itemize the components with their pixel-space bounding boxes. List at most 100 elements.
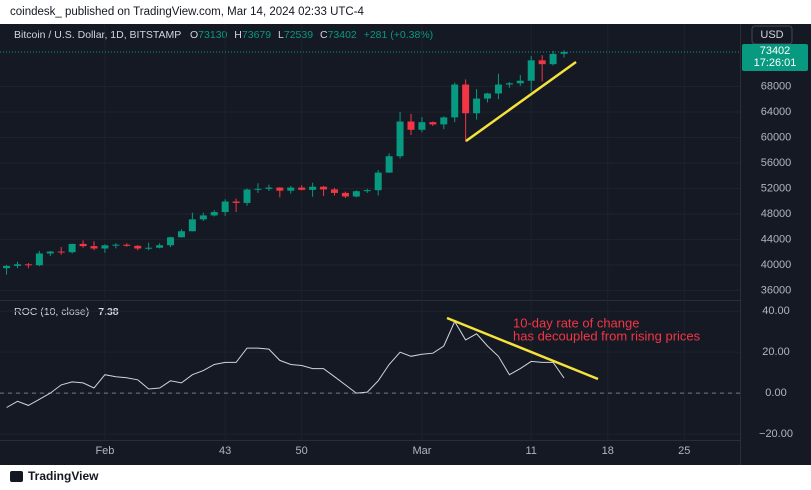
- y-tick-label: 56000: [761, 157, 792, 169]
- candle-body: [516, 80, 524, 84]
- x-tick-label: 43: [219, 445, 231, 457]
- close-value: 73402: [328, 29, 357, 41]
- candle-body: [112, 244, 120, 246]
- candle-body: [188, 219, 196, 232]
- candle-body: [221, 201, 229, 213]
- y-tick-label: 44000: [761, 233, 792, 245]
- logo-icon: [10, 471, 23, 482]
- candle-body: [24, 264, 32, 266]
- x-tick-label: 11: [526, 445, 537, 457]
- roc-title: ROC (10, close): [14, 306, 89, 318]
- candle-body: [101, 245, 109, 249]
- candle-body: [123, 244, 131, 246]
- y-tick-label: 68000: [761, 80, 792, 92]
- candle-body: [396, 121, 404, 157]
- last-price-label: 73402: [760, 45, 791, 57]
- candle-body: [232, 201, 240, 203]
- change: +281 (+0.38%): [364, 29, 433, 41]
- x-tick-label: Mar: [412, 445, 431, 457]
- y-tick-label: 40000: [761, 259, 792, 271]
- candle-body: [352, 191, 360, 197]
- y-tick-label: −20.00: [759, 428, 793, 440]
- candle-body: [177, 231, 185, 238]
- candle-body: [210, 212, 218, 216]
- candle-body: [35, 253, 43, 266]
- candle-body: [156, 245, 164, 248]
- candle-body: [451, 84, 459, 118]
- candle-body: [68, 243, 76, 253]
- roc-value: 7.38: [98, 306, 119, 318]
- candle-body: [243, 189, 251, 203]
- candle-body: [549, 53, 557, 65]
- candle-body: [265, 187, 273, 189]
- y-tick-label: 48000: [761, 208, 792, 220]
- chart-area: [0, 24, 811, 465]
- y-tick-label: 52000: [761, 182, 792, 194]
- candle-body: [560, 52, 568, 54]
- last-price-badge: [742, 44, 808, 72]
- y-tick-label: 36000: [761, 284, 792, 296]
- annotation: 10-day rate of change: [513, 315, 639, 330]
- currency-button[interactable]: [751, 25, 793, 45]
- x-tick-label: 25: [678, 445, 690, 457]
- candle-body: [46, 251, 54, 254]
- ohlc-letter: O: [190, 29, 198, 41]
- high-value: 73679: [242, 29, 271, 41]
- ohlc-letter: H: [234, 29, 242, 41]
- candle-body: [287, 187, 295, 191]
- x-tick-label: 50: [296, 445, 308, 457]
- candle-body: [276, 187, 284, 191]
- candle-body: [320, 186, 328, 190]
- candle-body: [429, 122, 437, 125]
- ohlc-letter: C: [320, 29, 328, 41]
- price-trendline: [465, 60, 577, 143]
- candle-body: [538, 60, 546, 65]
- candle-body: [199, 215, 207, 220]
- symbol-title: Bitcoin / U.S. Dollar, 1D, BITSTAMP: [14, 29, 181, 41]
- candle-body: [254, 188, 262, 190]
- candle-body: [440, 117, 448, 125]
- plot: 40.00 20.00 0.00 −20.00 Feb 43 50 Mar 11 18 25 3600…: [0, 24, 793, 457]
- candle-body: [462, 84, 470, 114]
- candle-body: [167, 237, 175, 246]
- candle-body: [298, 187, 306, 190]
- roc-trendline: [446, 316, 599, 381]
- candle-body: [330, 189, 338, 193]
- roc-line: [6, 320, 565, 408]
- footer: TradingView: [28, 469, 99, 483]
- legend: Bitcoin / U.S. Dollar, 1D, BITSTAMP O731…: [14, 29, 433, 41]
- y-tick-label: 20.00: [762, 346, 790, 358]
- ohlc-letter: L: [278, 29, 284, 41]
- x-tick-label: Feb: [95, 445, 114, 457]
- candle-body: [90, 246, 98, 249]
- currency[interactable]: USD: [760, 29, 783, 41]
- candle-body: [145, 247, 153, 249]
- y-tick-label: 64000: [761, 106, 792, 118]
- candle-body: [418, 122, 426, 130]
- candle-body: [484, 93, 492, 99]
- x-tick-label: 18: [602, 445, 614, 457]
- y-tick-label: 40.00: [762, 305, 790, 317]
- candle-body: [374, 172, 382, 191]
- candle-body: [57, 251, 65, 253]
- candle-body: [363, 190, 371, 192]
- candle-body: [134, 245, 142, 249]
- candle-body: [473, 98, 481, 114]
- candle-body: [79, 243, 87, 247]
- candle-body: [407, 121, 415, 130]
- roc-legend: ROC (10, close) 7.38: [14, 306, 119, 318]
- low-value: 72539: [284, 29, 313, 41]
- candle-body: [3, 265, 11, 269]
- tradingview-logo: TradingView: [10, 469, 99, 483]
- candle-body: [341, 192, 349, 197]
- y-tick-label: 60000: [761, 131, 792, 143]
- countdown: 17:26:01: [754, 57, 797, 69]
- header: coindesk_ published on TradingView.com, …: [10, 6, 365, 18]
- candle-body: [309, 186, 317, 190]
- candle-body: [13, 264, 21, 266]
- candle-body: [505, 83, 513, 85]
- open-value: 73130: [198, 29, 227, 41]
- candle-body: [494, 84, 502, 94]
